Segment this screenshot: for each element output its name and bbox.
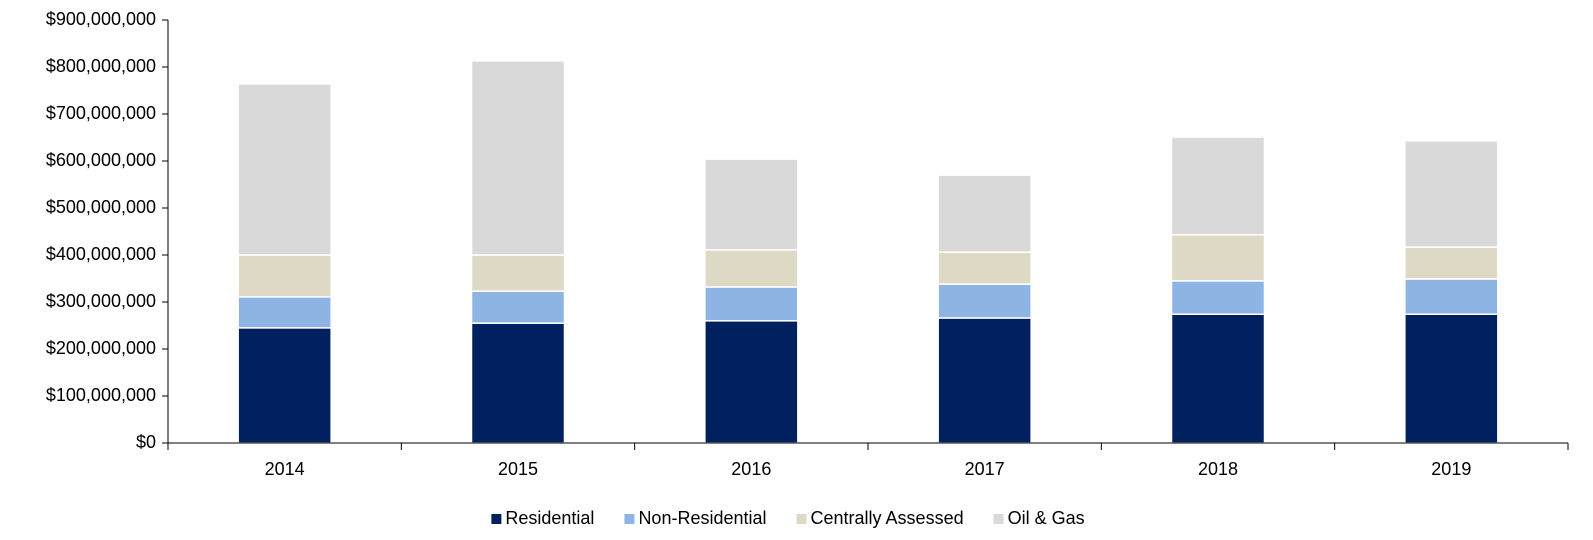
legend-swatch (624, 514, 635, 524)
bar-segment (1404, 278, 1499, 315)
bar-segment (1170, 280, 1266, 315)
bar-segment (237, 296, 332, 329)
legend-swatch (796, 514, 807, 524)
legend-item: Oil & Gas (993, 508, 1085, 528)
bar-segment (704, 158, 799, 251)
bar-segment (937, 283, 1032, 319)
y-tick-label: $400,000,000 (46, 244, 156, 264)
x-tick-label: 2019 (1431, 459, 1471, 479)
legend-item: Non-Residential (624, 508, 767, 528)
bar-segment (237, 254, 332, 298)
legend-label: Oil & Gas (1008, 508, 1085, 528)
x-tick-label: 2016 (731, 459, 771, 479)
legend-swatch (993, 514, 1004, 524)
bar-segment (937, 251, 1032, 285)
legend-item: Centrally Assessed (796, 508, 964, 528)
bar-segment (704, 320, 799, 444)
x-tick-label: 2015 (498, 459, 538, 479)
bar-segment (937, 317, 1032, 444)
x-tick-label: 2014 (265, 459, 305, 479)
bar-segment (1404, 313, 1499, 444)
y-tick-label: $900,000,000 (46, 9, 156, 29)
x-tick-label: 2017 (965, 459, 1005, 479)
bar-segment (1170, 234, 1266, 282)
bar-segment (470, 60, 566, 256)
bar-segment (704, 286, 799, 322)
legend-label: Non-Residential (638, 508, 766, 528)
y-tick-label: $700,000,000 (46, 103, 156, 123)
legend-swatch (491, 514, 502, 524)
y-tick-label: $200,000,000 (46, 338, 156, 358)
bar-segment (1170, 313, 1266, 444)
legend-label: Centrally Assessed (811, 508, 964, 528)
y-tick-label: $300,000,000 (46, 291, 156, 311)
bar-segment (1170, 136, 1266, 236)
y-tick-label: $600,000,000 (46, 150, 156, 170)
bar-segment (237, 327, 332, 444)
bar-segment (937, 174, 1032, 253)
bar-segment (1404, 246, 1499, 280)
y-tick-label: $500,000,000 (46, 197, 156, 217)
legend-label: Residential (505, 508, 594, 528)
bar-segment (470, 322, 566, 444)
bar-segment (470, 254, 566, 292)
legend-item: Residential (491, 508, 594, 528)
x-tick-label: 2018 (1198, 459, 1238, 479)
y-tick-label: $800,000,000 (46, 56, 156, 76)
bar-segment (1404, 140, 1499, 248)
y-tick-label: $0 (136, 432, 156, 452)
y-tick-label: $100,000,000 (46, 385, 156, 405)
bar-segment (237, 83, 332, 256)
bar-segment (470, 290, 566, 324)
bar-segment (704, 249, 799, 288)
